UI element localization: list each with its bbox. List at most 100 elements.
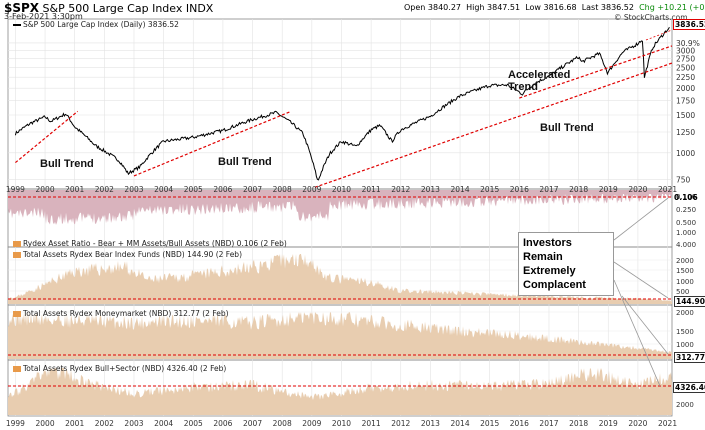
year-tick-label: 2003 [124, 185, 143, 194]
bear-y-tick: 500 [676, 288, 689, 296]
ratio-panel-label: Rydex Asset Ratio - Bear + MM Assets/Bul… [13, 239, 287, 248]
ratio-y-tick: 0.250 [676, 206, 696, 214]
year-tick-label: 2000 [36, 185, 55, 194]
price-y-tick: 30.9% [676, 39, 700, 48]
change-value: Chg +10.21 (+0.27%) [639, 3, 705, 12]
complacent-callout: Investors Remain Extremely Complacent [518, 232, 614, 296]
price-y-tick: 1500 [676, 111, 695, 120]
year-tick-label: 2008 [273, 185, 292, 194]
ratio-area [8, 190, 672, 225]
bull-trend-label-2: Bull Trend [218, 156, 272, 168]
year-tick-label: 2005 [184, 419, 203, 428]
bull-trendline-3 [314, 62, 673, 188]
callout-pointer [613, 197, 669, 241]
callout-pointer [621, 295, 669, 355]
year-tick-label: 2015 [480, 185, 499, 194]
price-y-tick: 2000 [676, 84, 695, 93]
year-tick-label: 2019 [599, 185, 618, 194]
year-tick-label: 2006 [213, 185, 232, 194]
year-tick-label: 2014 [451, 419, 470, 428]
chart-date: 3-Feb-2021 3:30pm [4, 12, 83, 21]
year-tick-label: 2001 [65, 419, 84, 428]
accelerated-line-2: Trend [508, 81, 538, 93]
price-panel-text: S&P 500 Large Cap Index (Daily) 3836.52 [23, 20, 179, 29]
year-tick-label: 2009 [302, 419, 321, 428]
mm-y-tick: 1000 [676, 341, 694, 349]
bull-last-tag: 4326.40 [673, 382, 705, 393]
ohlc-bar: Open 3840.27 High 3847.51 Low 3816.68 La… [404, 3, 705, 12]
year-tick-label: 2012 [391, 185, 410, 194]
year-tick-label: 2004 [154, 419, 173, 428]
symbol-exchange: INDX [185, 2, 214, 15]
year-tick-label: 2012 [391, 419, 410, 428]
year-tick-label: 2008 [273, 419, 292, 428]
year-tick-label: 2013 [421, 419, 440, 428]
year-tick-label: 2004 [154, 185, 173, 194]
year-tick-label: 2021 [658, 419, 677, 428]
year-tick-label: 2021 [658, 185, 677, 194]
mm-area [8, 312, 672, 359]
bull-area [8, 368, 672, 415]
year-tick-label: 2000 [36, 419, 55, 428]
ratio-panel-text: Rydex Asset Ratio - Bear + MM Assets/Bul… [23, 239, 287, 248]
year-tick-label: 2011 [362, 185, 381, 194]
bear-panel-label: Total Assets Rydex Bear Index Funds (NBD… [13, 250, 242, 259]
year-tick-label: 2001 [65, 185, 84, 194]
callout-pointer [613, 261, 669, 299]
price-y-tick: 1750 [676, 97, 695, 106]
year-tick-label: 2016 [510, 419, 529, 428]
year-tick-label: 2010 [332, 185, 351, 194]
accelerated-line-1: Accelerated [508, 69, 571, 81]
bear-y-tick: 1500 [676, 267, 694, 275]
year-tick-label: 2018 [569, 185, 588, 194]
year-tick-label: 2015 [480, 419, 499, 428]
accel-arrow [645, 29, 673, 41]
callout-pointer [613, 279, 661, 387]
year-tick-label: 2007 [243, 185, 262, 194]
year-tick-label: 2020 [628, 419, 647, 428]
price-y-tick: 2250 [676, 73, 695, 82]
bull-trendline-2 [133, 110, 292, 177]
price-y-tick: 1000 [676, 149, 695, 158]
last-value: Last 3836.52 [581, 3, 634, 12]
year-tick-label: 2002 [95, 419, 114, 428]
year-tick-label: 2020 [628, 185, 647, 194]
chart-symbol: $SPX S&P 500 Large Cap Index INDX [4, 1, 213, 15]
year-tick-label: 2019 [599, 419, 618, 428]
year-tick-label: 2003 [124, 419, 143, 428]
mm-panel-label: Total Assets Rydex Moneymarket (NBD) 312… [13, 309, 229, 318]
high-value: High 3847.51 [466, 3, 521, 12]
bull-trend-label-3: Bull Trend [540, 122, 594, 134]
ratio-y-tick: 4.000 [676, 241, 696, 249]
price-last-tag: 3836.52 [673, 19, 705, 30]
panel-frame-0 [7, 18, 673, 190]
callout-line-3: Complacent [523, 279, 586, 291]
price-y-tick: 3000 [676, 46, 695, 55]
year-tick-label: 2017 [539, 185, 558, 194]
bull-panel-label: Total Assets Rydex Bull+Sector (NBD) 432… [13, 364, 226, 373]
accelerated-trend-label: Accelerated Trend [508, 69, 570, 93]
year-tick-label: 2011 [362, 419, 381, 428]
ratio-last-tag: 0.106 [674, 193, 698, 202]
price-y-tick: 1250 [676, 128, 695, 137]
year-tick-label: 2005 [184, 185, 203, 194]
bear-y-tick: 1000 [676, 278, 694, 286]
ratio-y-tick: 0.500 [676, 219, 696, 227]
year-tick-label: 2013 [421, 185, 440, 194]
brand-logo: © StockCharts.com [614, 13, 688, 22]
year-tick-label: 1999 [6, 185, 25, 194]
year-tick-label: 2006 [213, 419, 232, 428]
price-y-tick: 750 [676, 176, 691, 185]
bull-trendline-1 [15, 110, 79, 164]
ratio-y-tick: 1.000 [676, 229, 696, 237]
mm-panel-text: Total Assets Rydex Moneymarket (NBD) 312… [23, 309, 229, 318]
ratio-y-tick: 0.106 [676, 193, 697, 201]
callout-line-2: Extremely [523, 265, 576, 277]
mm-y-tick: 2000 [676, 309, 694, 317]
mm-last-tag: 312.77 [674, 352, 705, 363]
open-value: Open 3840.27 [404, 3, 461, 12]
mm-y-tick: 1500 [676, 328, 694, 336]
year-tick-label: 2017 [539, 419, 558, 428]
price-panel-label: S&P 500 Large Cap Index (Daily) 3836.52 [13, 20, 179, 29]
year-tick-label: 2007 [243, 419, 262, 428]
